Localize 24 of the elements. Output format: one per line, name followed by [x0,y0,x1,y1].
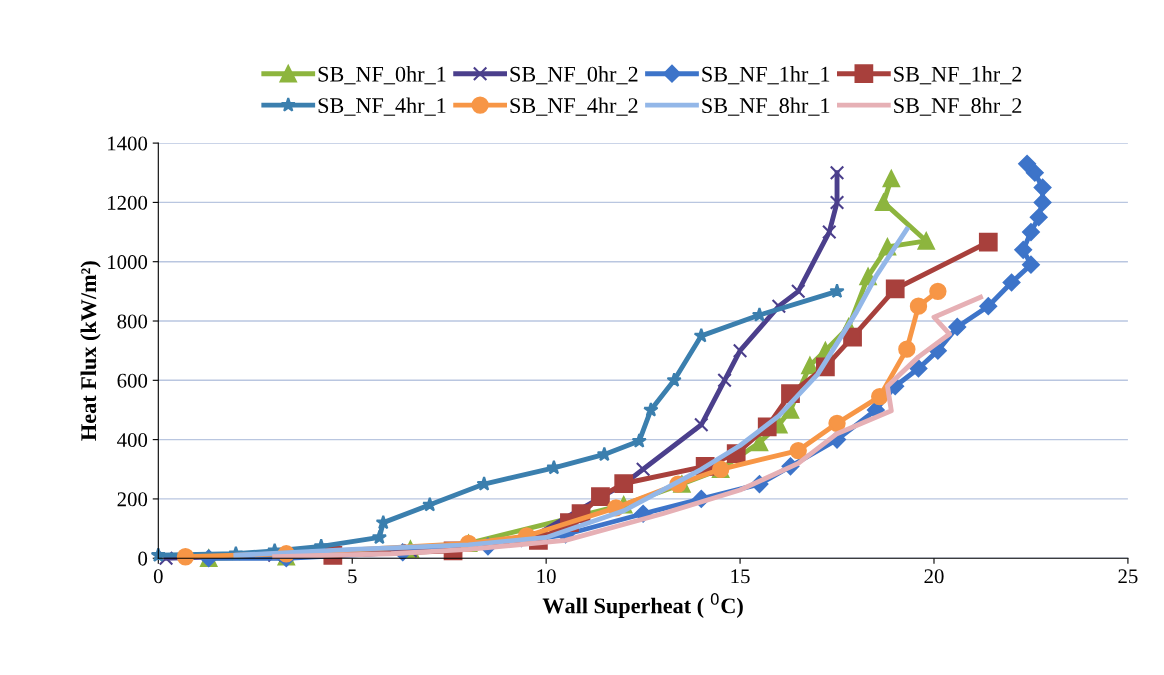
x-axis-title: Wall Superheat ( $^{0}$C) [542,593,743,618]
y-tick-label: 600 [117,373,148,388]
y-tick-label: 1200 [108,195,148,210]
y-tick-label: 1400 [108,136,148,151]
y-tick-label: 800 [117,314,148,329]
x-tick-label: 0 [153,569,163,584]
x-tick-label: 10 [537,569,556,584]
y-tick-label: 1000 [108,255,148,270]
x-tick-label: 5 [348,569,357,584]
y-axis-title: Heat Flux (kW/m²) [80,261,101,441]
y-tick-label: 0 [138,551,148,566]
x-tick-label: 25 [1118,569,1138,584]
legend-label: SB_NF_1hr_2 [894,66,1022,85]
legend-label: SB_NF_0hr_2 [510,66,638,85]
legend-label: SB_NF_4hr_1 [318,97,446,116]
y-tick-label: 400 [117,432,148,448]
legend-label: SB_NF_4hr_2 [510,97,638,116]
legend-label: SB_NF_0hr_1 [318,66,446,85]
legend-label: SB_NF_8hr_1 [702,97,830,116]
legend-label: SB_NF_1hr_1 [702,66,830,85]
x-tick-label: 20 [924,569,944,584]
x-tick-label: 15 [731,569,750,584]
legend-label: SB_NF_8hr_2 [894,97,1022,116]
y-tick-label: 200 [117,492,148,507]
